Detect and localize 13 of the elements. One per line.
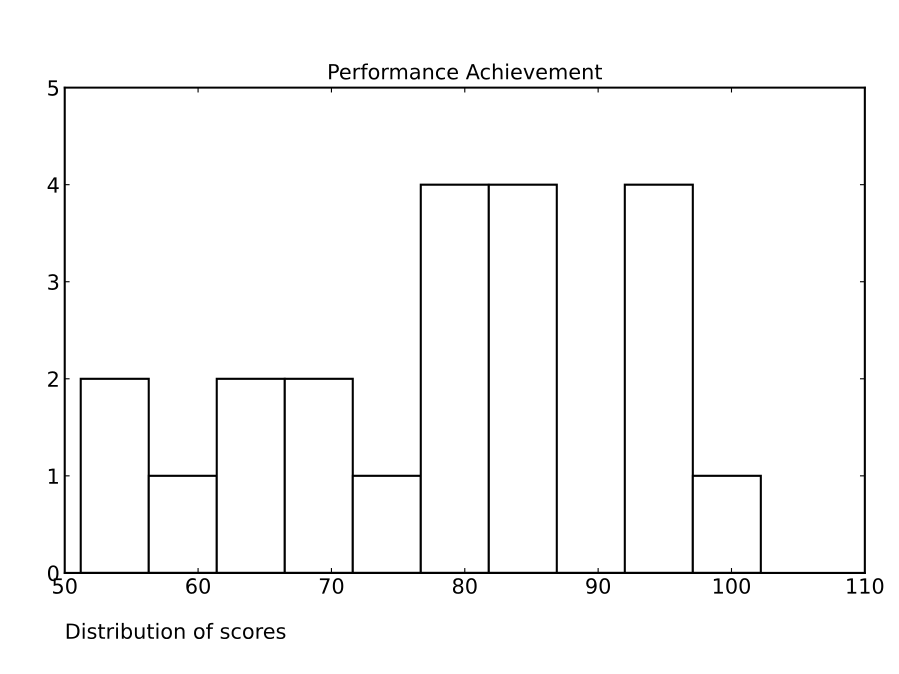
- x-tick-label: 70: [320, 578, 344, 594]
- y-tick-label: 5: [48, 80, 58, 96]
- y-tick-label: 3: [48, 274, 58, 290]
- y-tick-label: 2: [48, 371, 58, 387]
- y-tick-label: 4: [48, 177, 59, 193]
- x-tick-label: 80: [452, 578, 477, 594]
- x-tick-label: 110: [847, 578, 884, 594]
- chart-title: Performance Achievement: [329, 63, 602, 80]
- x-tick-label: 100: [714, 578, 750, 594]
- y-tick-label: 1: [48, 468, 58, 484]
- x-tick-label: 60: [186, 578, 210, 594]
- x-axis-title: Distribution of scores: [66, 622, 286, 640]
- x-tick-label: 90: [586, 578, 610, 594]
